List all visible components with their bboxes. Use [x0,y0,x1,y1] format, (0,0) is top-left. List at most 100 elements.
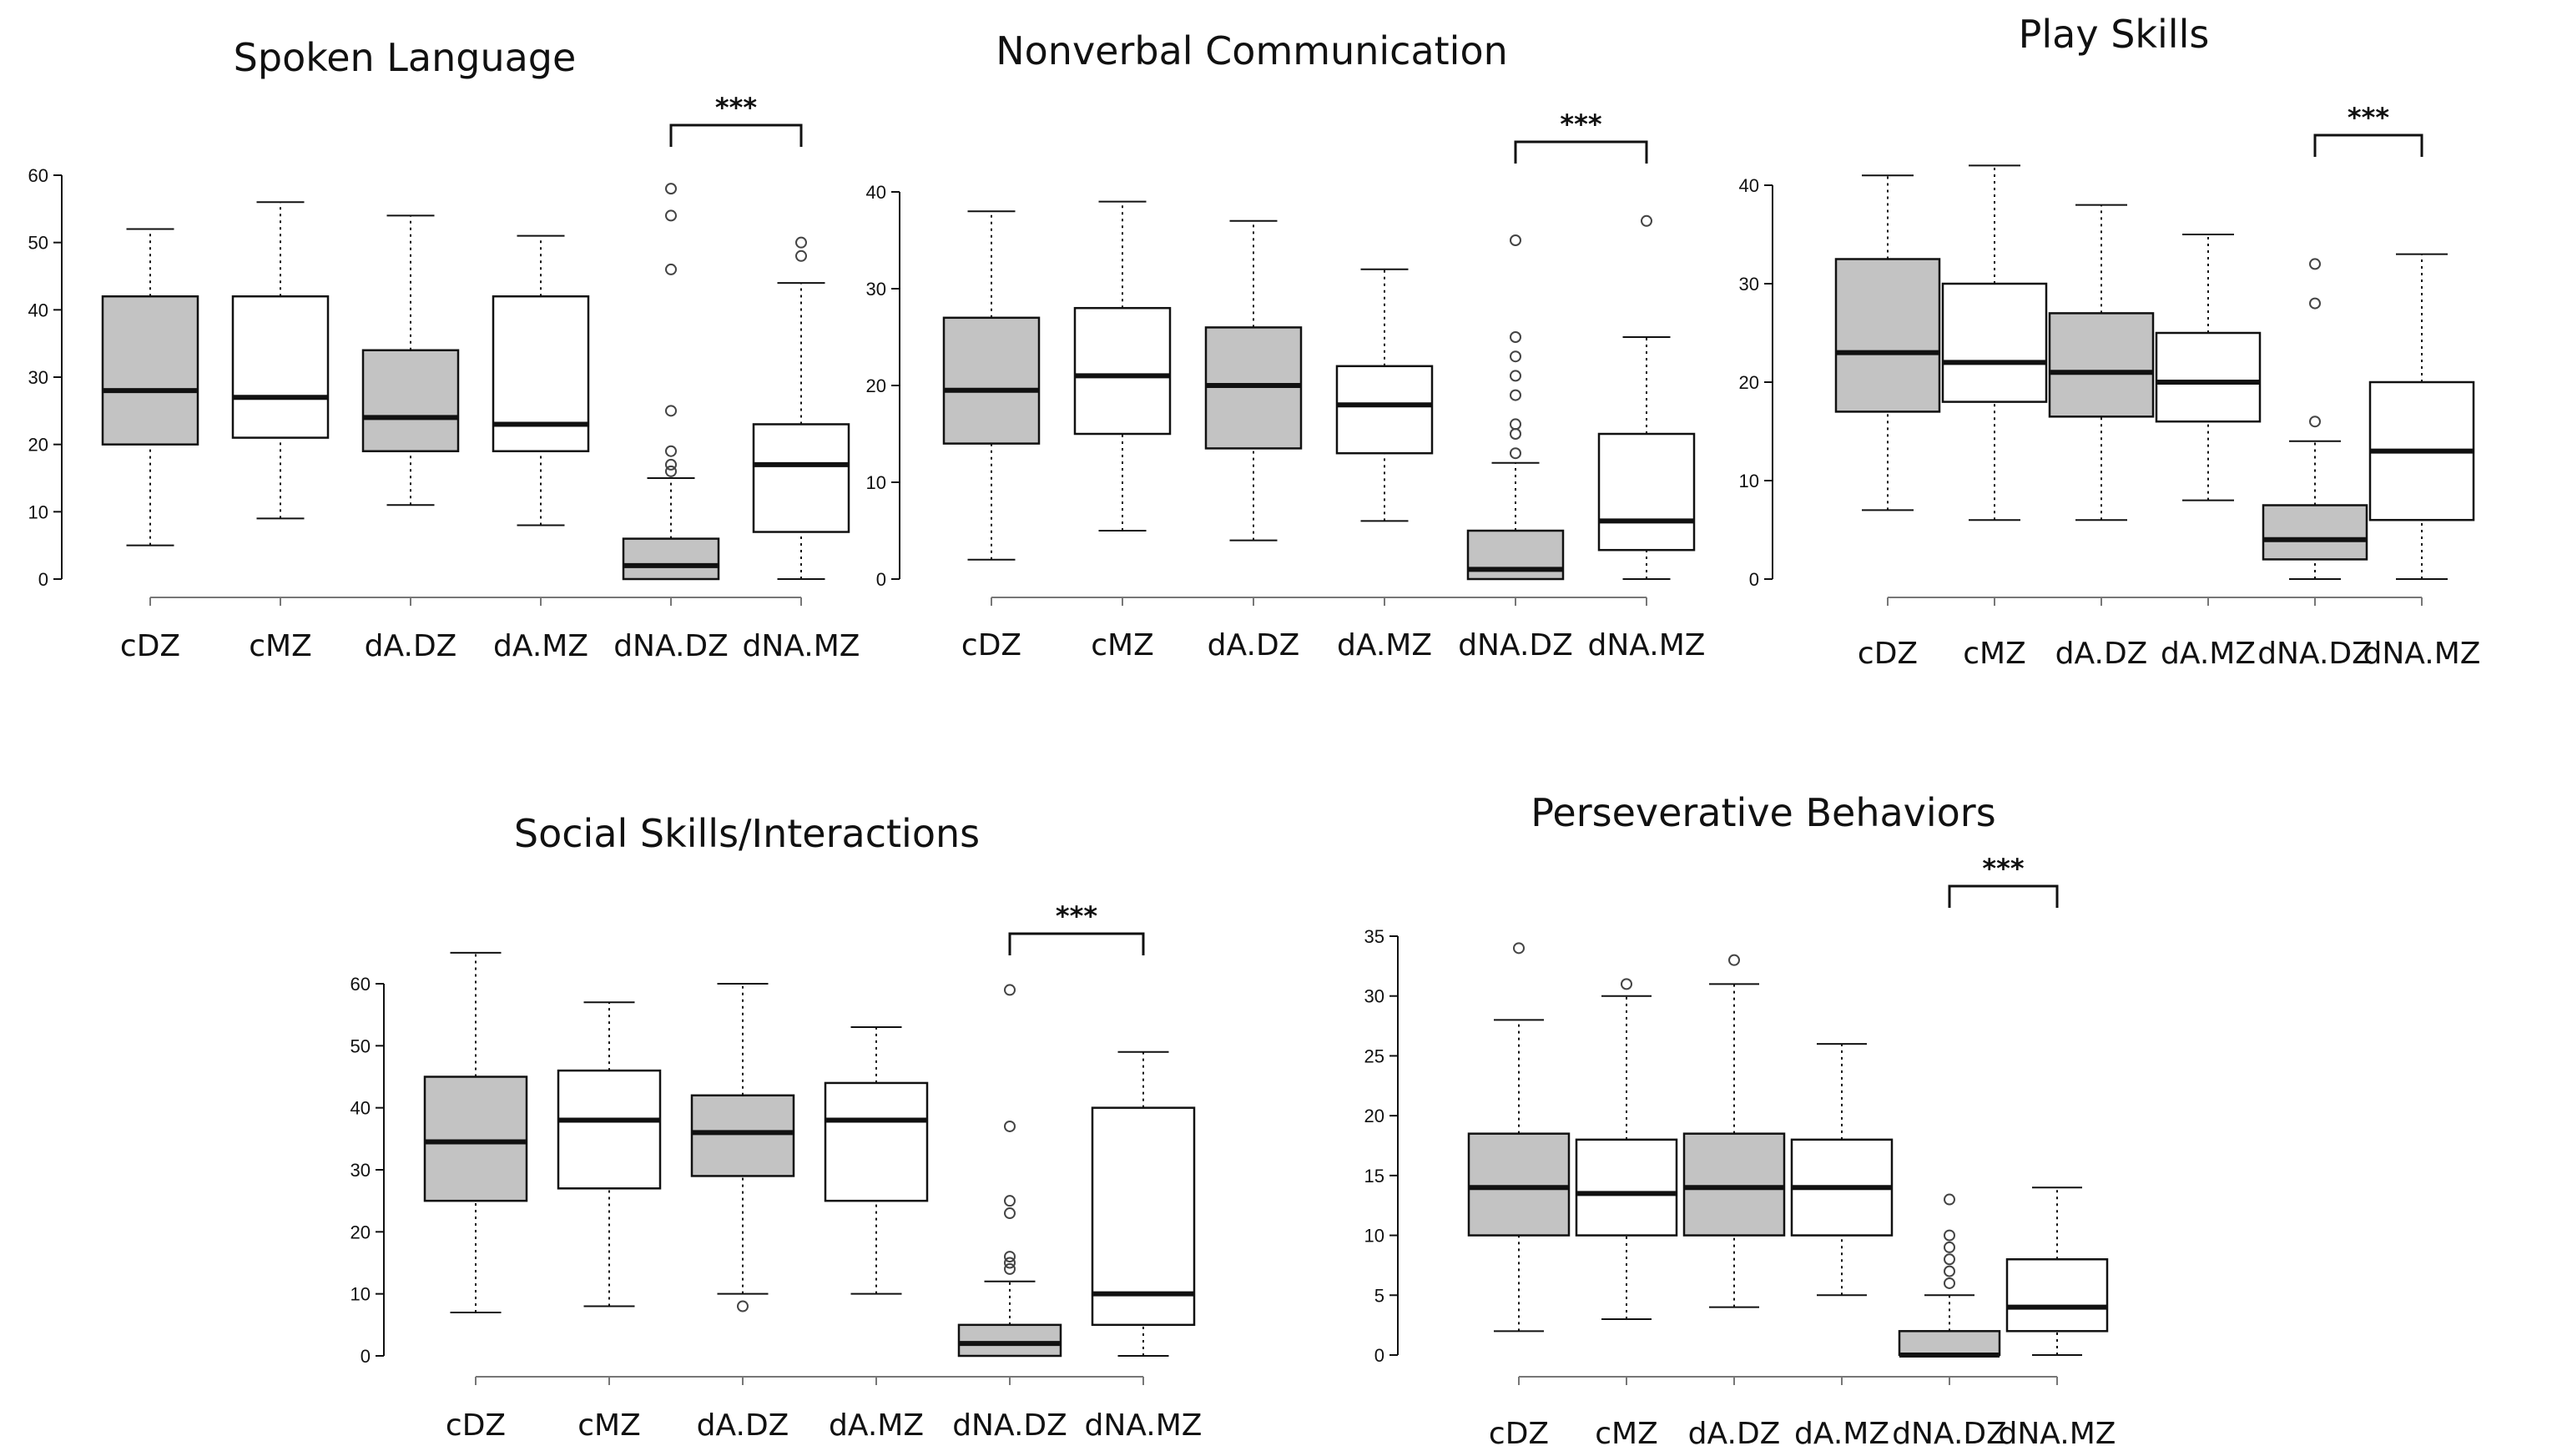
box-cmz [1575,978,1678,1320]
outlier-point [737,1300,749,1312]
box-da-mz [824,1026,929,1295]
x-category-label: dA.MZ [829,1408,924,1443]
y-tick-label: 40 [351,1098,371,1119]
y-tick-label: 0 [1749,569,1759,590]
box-dna-mz [1091,1050,1196,1357]
iqr-box [942,316,1041,445]
x-category-label: dNA.MZ [2363,637,2481,671]
iqr-box [2048,312,2155,418]
panel-social-skills: Social Skills/Interactions 0 10 20 30 40 50 60 c… [351,811,1203,1443]
outlier-point [1510,447,1521,460]
iqr-box [957,1323,1062,1358]
iqr-box [690,1094,795,1177]
x-category-label: dNA.DZ [2257,637,2373,671]
y-tick-label: 5 [1374,1285,1384,1306]
box-da-dz [361,214,460,506]
iqr-box [752,423,850,533]
box-da-dz [690,983,795,1312]
outlier-point [1510,350,1521,363]
y-tick-label: 10 [351,1284,371,1305]
y-tick-label: 30 [1739,274,1759,295]
y-tick-label: 15 [1364,1166,1384,1186]
box-cdz [423,951,528,1313]
y-tick-label: 40 [866,182,886,203]
y-tick-label: 30 [866,279,886,300]
significance-label: *** [715,92,757,123]
outlier-point [1641,214,1652,227]
x-category-label: dNA.MZ [1085,1408,1203,1443]
significance-label: *** [1560,108,1601,140]
box-da-dz [1204,219,1303,542]
iqr-box [1073,306,1172,436]
outlier-point [665,263,677,275]
x-category-label: dA.DZ [1208,628,1300,663]
y-tick-label: 10 [1739,471,1759,491]
significance-bracket [669,123,803,147]
chart-title: Social Skills/Interactions [514,811,980,856]
outlier-point [1510,418,1521,431]
outlier-point [1944,1241,1955,1253]
iqr-box [2005,1258,2109,1333]
x-category-label: dNA.MZ [1588,628,1706,663]
y-tick-label: 30 [28,367,48,388]
y-tick-label: 60 [28,165,48,186]
iqr-box [101,295,199,446]
outlier-point [1004,1251,1016,1263]
y-tick-label: 50 [28,233,48,254]
outlier-point [2309,258,2321,270]
x-category-label: dA.DZ [2055,637,2148,671]
iqr-box [1467,1132,1571,1237]
x-category-label: dA.MZ [1337,628,1432,663]
chart-title: Perseverative Behaviors [1531,790,1995,835]
x-category-label: cMZ [249,629,312,663]
panel-spoken-language: Spoken Language 0 10 20 30 40 50 60 cDZ cMZ dA.DZ d… [28,35,860,663]
y-tick-label: 0 [361,1346,371,1367]
significance-label: *** [2348,102,2389,134]
outlier-point [1510,428,1521,440]
panel-nonverbal-communication: Nonverbal Communication 0 10 20 30 40 cDZ cMZ dA… [866,28,1706,663]
y-tick-label: 0 [38,569,48,590]
outlier-point [1510,234,1521,246]
panel-perseverative-behaviors: Perseverative Behaviors 0 5 10 15 20 25 30 35 cDZ… [1364,790,2116,1451]
box-dna-dz [1466,234,1565,581]
outlier-point [1944,1265,1955,1277]
iqr-box [423,1076,528,1202]
outlier-point [1513,942,1525,955]
x-category-label: dNA.DZ [1892,1417,2007,1451]
x-category-label: cDZ [1489,1417,1549,1451]
x-category-label: dNA.DZ [1458,628,1573,663]
outlier-point [665,458,677,471]
iqr-box [622,537,720,581]
box-dna-dz [2262,258,2368,580]
iqr-box [824,1081,929,1202]
y-tick-label: 0 [876,569,886,590]
x-category-label: dA.DZ [365,629,457,663]
outlier-point [1944,1229,1955,1242]
outlier-point [1004,984,1016,996]
significance-bracket [1514,140,1648,164]
y-tick-label: 60 [351,974,371,995]
box-dna-dz [957,984,1062,1358]
y-tick-label: 10 [28,501,48,522]
box-dna-dz [1898,1193,2001,1358]
chart-title: Play Skills [2019,12,2210,57]
y-tick-label: 20 [1739,372,1759,393]
chart-title: Nonverbal Communication [996,28,1508,73]
outlier-point [1510,331,1521,343]
outlier-point [1944,1277,1955,1289]
box-cdz [1467,942,1571,1333]
y-tick-label: 40 [1739,175,1759,196]
x-category-label: dA.DZ [1688,1417,1781,1451]
x-category-label: dNA.DZ [952,1408,1067,1443]
x-category-label: dNA.MZ [743,629,860,663]
x-category-label: cDZ [120,629,180,663]
x-category-label: dA.MZ [1794,1417,1889,1451]
box-dna-mz [1597,214,1696,580]
box-cmz [1073,200,1172,532]
box-da-mz [1335,268,1434,522]
y-tick-label: 35 [1364,926,1384,947]
significance-bracket [1008,932,1145,955]
iqr-box [1941,282,2048,403]
box-cmz [557,1001,662,1307]
